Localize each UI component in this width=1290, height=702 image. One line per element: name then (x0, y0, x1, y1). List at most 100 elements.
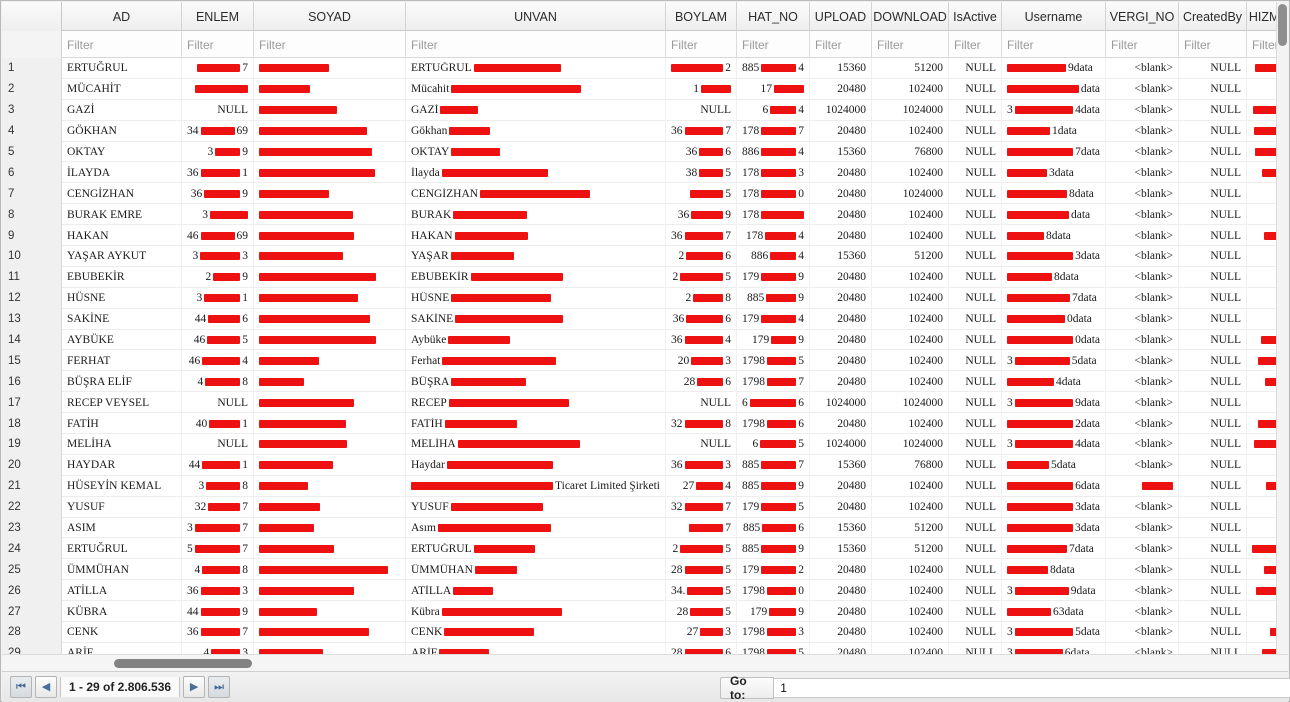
cell-soyad[interactable] (254, 287, 406, 309)
table-row[interactable]: 7 CENGİZHAN 36 9 CENGİZHAN 5 178 0 20480 1024000… (2, 183, 1288, 205)
cell-vergi-no[interactable]: <blank> (1106, 350, 1179, 372)
cell-unvan[interactable]: Ticaret Limited Şirketi (406, 475, 666, 497)
cell-hat-no[interactable]: 1798 3 (737, 622, 810, 643)
cell-download[interactable]: 102400 (872, 622, 949, 643)
cell-ad[interactable]: BURAK EMRE (62, 204, 182, 226)
cell-unvan[interactable]: FATİH (406, 413, 666, 435)
cell-isactive[interactable]: NULL (949, 434, 1002, 455)
cell-boylam[interactable]: 38 5 (666, 162, 737, 184)
cell-unvan[interactable]: YAŞAR (406, 246, 666, 267)
cell-download[interactable]: 102400 (872, 204, 949, 226)
cell-ad[interactable]: YAŞAR AYKUT (62, 246, 182, 267)
cell-hat-no[interactable]: 886 4 (737, 246, 810, 267)
cell-vergi-no[interactable]: <blank> (1106, 78, 1179, 100)
cell-download[interactable]: 102400 (872, 287, 949, 309)
cell-isactive[interactable]: NULL (949, 183, 1002, 205)
cell-hizmet-no[interactable]: 6 (1247, 413, 1288, 434)
table-row[interactable]: 28 CENK 36 7 CENK 27 3 1798 3 20480 102400 NULL 3 5d… (2, 622, 1288, 643)
cell-hat-no[interactable]: 178 4 (737, 225, 810, 247)
cell-vergi-no[interactable] (1106, 475, 1179, 497)
table-row[interactable]: 26 ATİLLA 36 3 ATİLLA 34. 5 1798 0 20480 102400 NU… (2, 580, 1288, 602)
cell-ad[interactable]: CENGİZHAN (62, 183, 182, 205)
cell-enlem[interactable]: 44 9 (182, 601, 254, 623)
cell-download[interactable]: 102400 (872, 225, 949, 247)
cell-ad[interactable]: ERTUĞRUL (62, 58, 182, 79)
cell-hat-no[interactable]: 885 9 (737, 475, 810, 497)
filter-input-hat-no[interactable]: Filter (737, 31, 810, 58)
cell-upload[interactable]: 20480 (810, 642, 872, 654)
column-header-createdby[interactable]: CreatedBy (1179, 2, 1247, 31)
cell-hizmet-no[interactable]: 6 (1247, 538, 1288, 559)
cell-soyad[interactable] (254, 350, 406, 372)
cell-hat-no[interactable]: 885 7 (737, 454, 810, 476)
cell-unvan[interactable]: SAKİNE (406, 308, 666, 330)
cell-boylam[interactable]: 5 (666, 183, 737, 205)
cell-createdby[interactable]: NULL (1179, 517, 1247, 539)
cell-download[interactable]: 102400 (872, 78, 949, 100)
cell-download[interactable]: 102400 (872, 329, 949, 351)
cell-soyad[interactable] (254, 308, 406, 330)
cell-createdby[interactable]: NULL (1179, 496, 1247, 518)
table-row[interactable]: 4 GÖKHAN 34 69 Gökhan 36 7 178 7 20480 102400 NULL… (2, 120, 1288, 142)
table-row[interactable]: 1 ERTUĞRUL 7 ERTUĞRUL 2 885 4 15360 51200 NULL 9d… (2, 58, 1288, 79)
cell-createdby[interactable]: NULL (1179, 350, 1247, 372)
cell-isactive[interactable]: NULL (949, 350, 1002, 372)
cell-soyad[interactable] (254, 99, 406, 121)
cell-isactive[interactable]: NULL (949, 78, 1002, 100)
cell-upload[interactable]: 20480 (810, 183, 872, 205)
cell-enlem[interactable]: NULL (182, 392, 254, 414)
cell-boylam[interactable]: 36 3 (666, 454, 737, 476)
cell-createdby[interactable]: NULL (1179, 642, 1247, 654)
horizontal-scrollbar[interactable] (2, 654, 1288, 672)
cell-unvan[interactable]: YUSUF (406, 496, 666, 518)
cell-isactive[interactable]: NULL (949, 308, 1002, 330)
cell-upload[interactable]: 1024000 (810, 99, 872, 121)
cell-soyad[interactable] (254, 517, 406, 539)
cell-ad[interactable]: GAZİ (62, 99, 182, 121)
column-header-unvan[interactable]: UNVAN (406, 2, 666, 31)
cell-hat-no[interactable]: 886 4 (737, 141, 810, 163)
cell-download[interactable]: 1024000 (872, 392, 949, 414)
cell-upload[interactable]: 20480 (810, 266, 872, 288)
cell-vergi-no[interactable]: <blank> (1106, 99, 1179, 121)
cell-isactive[interactable]: NULL (949, 496, 1002, 518)
cell-ad[interactable]: RECEP VEYSEL (62, 392, 182, 414)
table-row[interactable]: 25 ÜMMÜHAN 4 8 ÜMMÜHAN 28 5 179 2 20480 102400 NUL… (2, 559, 1288, 581)
cell-isactive[interactable]: NULL (949, 120, 1002, 142)
cell-unvan[interactable]: GAZİ (406, 99, 666, 121)
cell-ad[interactable]: MÜCAHİT (62, 78, 182, 100)
cell-hizmet-no[interactable]: 3 (1247, 350, 1288, 371)
cell-upload[interactable]: 20480 (810, 559, 872, 581)
cell-unvan[interactable]: BÜŞRA (406, 371, 666, 393)
cell-hat-no[interactable]: 885 9 (737, 287, 810, 309)
cell-boylam[interactable]: 27 4 (666, 475, 737, 497)
cell-username[interactable]: 3data (1002, 162, 1106, 184)
cell-unvan[interactable]: RECEP (406, 392, 666, 414)
cell-enlem[interactable]: 36 7 (182, 622, 254, 643)
cell-vergi-no[interactable]: <blank> (1106, 225, 1179, 247)
cell-isactive[interactable]: NULL (949, 225, 1002, 247)
cell-vergi-no[interactable]: <blank> (1106, 58, 1179, 79)
table-row[interactable]: 14 AYBÜKE 46 5 Aybüke 36 4 179 9 20480 102400 NULL… (2, 329, 1288, 351)
cell-vergi-no[interactable]: <blank> (1106, 559, 1179, 581)
cell-isactive[interactable]: NULL (949, 601, 1002, 623)
cell-upload[interactable]: 20480 (810, 475, 872, 497)
prev-page-button[interactable]: ◀ (35, 676, 57, 698)
cell-createdby[interactable]: NULL (1179, 204, 1247, 226)
cell-unvan[interactable]: CENK (406, 622, 666, 643)
cell-createdby[interactable]: NULL (1179, 434, 1247, 455)
cell-soyad[interactable] (254, 58, 406, 79)
cell-username[interactable]: 0data (1002, 329, 1106, 351)
cell-upload[interactable]: 15360 (810, 58, 872, 79)
table-row[interactable]: 8 BURAK EMRE 3 BURAK 36 9 178 20480 102400 NULL d… (2, 204, 1288, 226)
table-row[interactable]: 3 GAZİ NULL GAZİ NULL 6 4 1024000 1024000 NULL 3 4… (2, 99, 1288, 121)
cell-upload[interactable]: 20480 (810, 225, 872, 247)
cell-ad[interactable]: MELİHA (62, 434, 182, 455)
cell-username[interactable]: data (1002, 78, 1106, 100)
grid-body[interactable]: 1 ERTUĞRUL 7 ERTUĞRUL 2 885 4 15360 51200 NULL 9d… (2, 58, 1288, 654)
cell-soyad[interactable] (254, 141, 406, 163)
cell-isactive[interactable]: NULL (949, 559, 1002, 581)
